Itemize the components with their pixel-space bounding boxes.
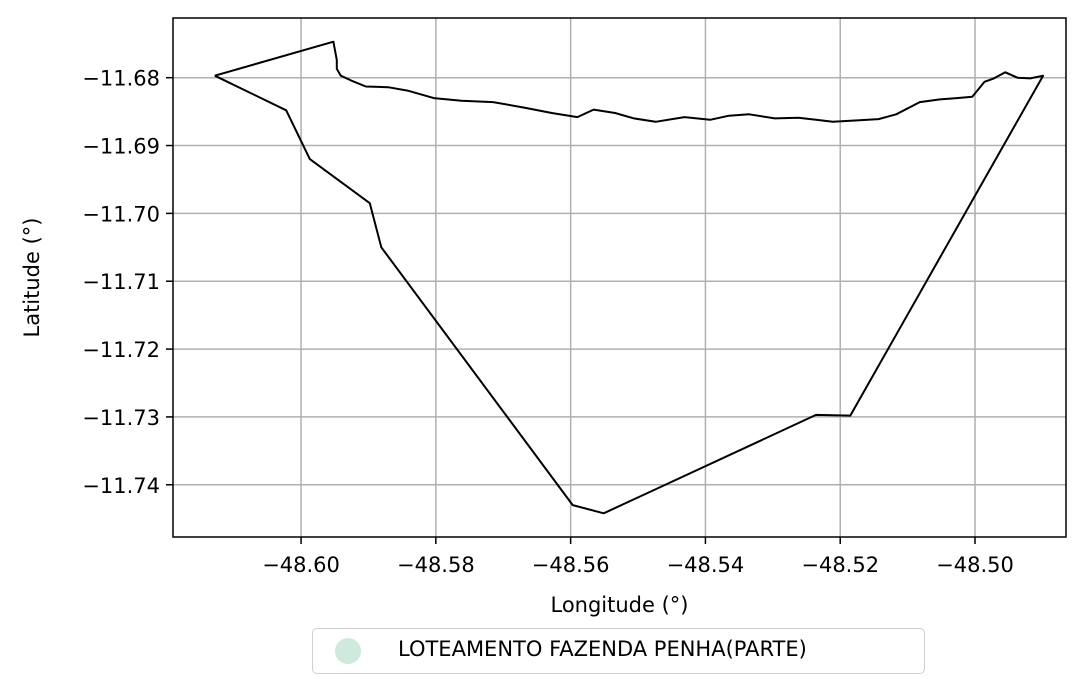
x-axis-label: Longitude (°) [550, 593, 688, 617]
y-tick-label: −11.71 [82, 270, 160, 294]
legend: LOTEAMENTO FAZENDA PENHA(PARTE) [312, 628, 925, 674]
legend-label: LOTEAMENTO FAZENDA PENHA(PARTE) [398, 637, 807, 661]
y-tick-label: −11.74 [82, 474, 160, 498]
x-tick-label: −48.52 [801, 553, 879, 577]
plot-frame [172, 17, 1067, 538]
x-tick-label: −48.54 [667, 553, 745, 577]
y-tick-label: −11.70 [82, 202, 160, 226]
y-tick-label: −11.72 [82, 338, 160, 362]
grid-lines [173, 18, 1066, 537]
x-tick-label: −48.58 [397, 553, 475, 577]
x-tick-label: −48.56 [532, 553, 610, 577]
y-axis-label: Latitude (°) [20, 218, 44, 338]
boundary-line [214, 40, 1045, 515]
x-tick-label: −48.50 [936, 553, 1014, 577]
legend-marker [335, 638, 361, 664]
x-axis-ticks: −48.60 −48.58 −48.56 −48.54 −48.52 −48.50 [262, 537, 1014, 577]
x-tick-label: −48.60 [262, 553, 340, 577]
y-tick-label: −11.73 [82, 406, 160, 430]
y-tick-label: −11.69 [82, 135, 160, 159]
y-tick-label: −11.68 [82, 67, 160, 91]
y-axis-ticks: −11.68 −11.69 −11.70 −11.71 −11.72 −11.73 −11.… [82, 67, 173, 498]
